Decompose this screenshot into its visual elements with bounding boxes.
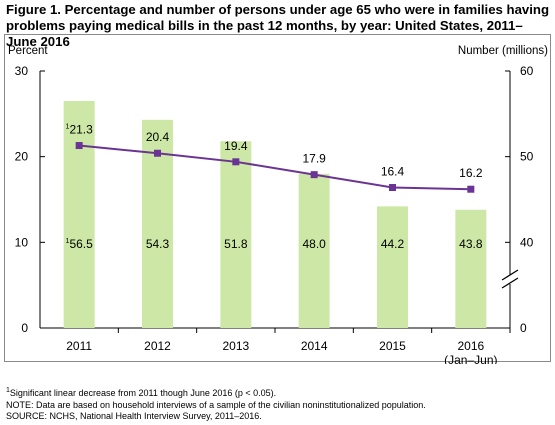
bar-value-label: 44.2 [381,237,405,251]
left-axis-tick-label: 10 [15,235,29,249]
left-axis-tick-label: 30 [15,64,29,78]
percent-point [310,171,318,179]
percent-value-label: 121.3 [66,123,94,137]
bar [377,206,408,328]
chart-notes: 1Significant linear decrease from 2011 t… [6,387,426,423]
chart-frame [4,34,551,362]
percent-value-label: 19.4 [224,139,248,153]
percent-line [79,144,471,191]
percent-point [389,184,396,192]
percent-point [154,149,161,157]
footnote: 1Significant linear decrease from 2011 t… [6,387,277,398]
left-axis-title: Percent [8,45,48,57]
left-axis-tick-label: 20 [15,150,29,164]
percent-point [467,185,475,193]
x-axis-tick-label: 2012 [144,339,171,353]
x-axis-tick-label: 2015 [379,339,406,353]
bar-value-label: 48.0 [302,237,326,251]
bar [455,209,487,328]
x-axis-tick-label: 2011 [66,339,92,353]
bar-value-label: 156.5 [66,237,94,251]
percent-value-label: 16.2 [459,166,483,180]
percent-value-label: 17.9 [302,152,326,166]
chart-title: Figure 1. Percentage and number of perso… [6,2,550,49]
bar [298,173,330,328]
right-axis-tick-label: 0 [520,321,527,335]
x-axis-tick-label: 2016 [457,339,484,353]
percent-point [75,142,83,150]
right-axis-tick-label: 40 [520,235,534,249]
bar-value-label: 51.8 [224,237,248,251]
x-axis-tick-label: 2013 [222,339,249,353]
x-axis-tick-label: 2014 [301,339,328,353]
percent-value-label: 16.4 [381,165,405,179]
x-axis-tick-sublabel: (Jan–Jun) [444,353,497,364]
chart-svg: 0 10 20 30 Percent 0 40 50 60 Number (millions) 15… [8,45,548,364]
bar-value-label: 43.8 [459,237,483,251]
axis-break-mark [501,277,519,289]
right-axis-tick-label: 60 [520,64,534,78]
right-axis-tick-label: 50 [520,150,534,164]
figure-area: 0 10 20 30 Percent 0 40 50 60 Number (millions) 15… [0,34,555,364]
percent-point [232,158,240,166]
axis-break-mark [501,269,519,281]
percent-value-label: 20.4 [146,130,170,144]
note-text: NOTE: Data are based on household interv… [6,399,426,410]
bar [63,100,95,328]
left-axis-tick-label: 0 [21,321,28,335]
axis-break-gap [508,275,512,284]
bar-value-label: 54.3 [146,237,170,251]
right-axis-title: Number (millions) [458,45,548,57]
bar [220,141,252,328]
source-text: SOURCE: NCHS, National Health Interview … [6,411,262,421]
